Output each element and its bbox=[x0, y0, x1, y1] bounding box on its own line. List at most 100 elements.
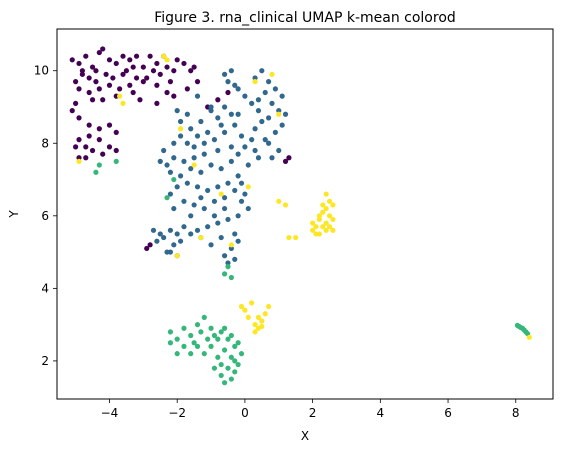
scatter-point bbox=[106, 82, 113, 88]
scatter-point bbox=[184, 111, 190, 117]
scatter-point bbox=[140, 79, 146, 85]
scatter-point bbox=[103, 71, 109, 77]
scatter-point bbox=[201, 140, 207, 146]
scatter-point bbox=[282, 202, 289, 208]
scatter-point bbox=[161, 147, 167, 154]
scatter-point bbox=[232, 122, 238, 128]
y-axis-label: Y bbox=[7, 210, 21, 219]
scatter-point bbox=[316, 213, 322, 219]
scatter-point bbox=[133, 75, 140, 81]
scatter-point bbox=[320, 202, 326, 208]
x-tick-label: 6 bbox=[444, 406, 452, 420]
scatter-point bbox=[282, 111, 289, 117]
scatter-point bbox=[205, 129, 211, 135]
scatter-point bbox=[188, 166, 194, 172]
scatter-point bbox=[184, 86, 190, 92]
scatter-point bbox=[201, 205, 207, 212]
plot-frame bbox=[56, 28, 554, 400]
scatter-point bbox=[188, 351, 194, 357]
scatter-point bbox=[130, 89, 136, 96]
y-axis-ticks: 2 4 6 8 10 bbox=[34, 64, 57, 368]
scatter-point bbox=[235, 340, 241, 346]
scatter-point bbox=[113, 129, 119, 135]
scatter-point bbox=[73, 100, 79, 106]
scatter-point bbox=[218, 122, 224, 128]
scatter-point bbox=[269, 71, 275, 77]
scatter-point bbox=[252, 329, 258, 335]
scatter-point bbox=[221, 271, 228, 277]
x-tick-label: −4 bbox=[101, 406, 119, 420]
scatter-point bbox=[194, 93, 201, 99]
scatter-point bbox=[164, 162, 170, 168]
scatter-point bbox=[286, 234, 292, 241]
x-tick-label: 8 bbox=[512, 406, 520, 420]
scatter-point bbox=[161, 53, 167, 59]
scatter-point bbox=[326, 213, 333, 219]
scatter-point bbox=[310, 227, 316, 233]
scatter-point bbox=[259, 323, 265, 330]
scatter-point bbox=[215, 115, 221, 121]
scatter-point bbox=[79, 68, 85, 74]
scatter-point bbox=[120, 71, 126, 77]
scatter-point bbox=[167, 340, 174, 346]
scatter-point bbox=[106, 57, 113, 63]
scatter-point bbox=[123, 68, 130, 74]
scatter-point bbox=[171, 140, 177, 146]
scatter-point bbox=[76, 86, 82, 92]
scatter-point bbox=[235, 86, 241, 92]
scatter-point bbox=[96, 162, 102, 168]
scatter-point bbox=[215, 147, 221, 154]
scatter-point bbox=[89, 97, 96, 103]
scatter-point bbox=[69, 108, 75, 114]
scatter-point bbox=[191, 162, 197, 168]
scatter-point bbox=[221, 205, 228, 212]
scatter-point bbox=[225, 260, 231, 266]
scatter-point bbox=[249, 137, 255, 143]
scatter-point bbox=[194, 227, 201, 233]
scatter-point bbox=[171, 68, 177, 74]
scatter-point bbox=[191, 202, 197, 208]
scatter-point bbox=[174, 231, 180, 237]
scatter-point bbox=[194, 322, 201, 328]
scatter-point bbox=[171, 93, 177, 99]
scatter-point bbox=[279, 122, 285, 128]
scatter-point bbox=[73, 79, 79, 85]
scatter-point bbox=[76, 137, 82, 143]
scatter-point bbox=[228, 242, 234, 248]
scatter-point bbox=[133, 53, 140, 59]
scatter-point bbox=[93, 68, 99, 74]
scatter-point bbox=[96, 126, 102, 132]
scatter-point bbox=[279, 93, 285, 99]
scatter-point bbox=[228, 144, 234, 150]
scatter-point bbox=[181, 158, 187, 164]
scatter-point bbox=[225, 79, 231, 85]
scatter-point bbox=[313, 231, 319, 237]
scatter-point bbox=[198, 195, 204, 201]
scatter-point bbox=[245, 184, 251, 190]
scatter-point bbox=[272, 86, 278, 92]
scatter-point bbox=[211, 213, 218, 219]
scatter-point bbox=[320, 224, 326, 230]
scatter-point bbox=[218, 234, 224, 241]
scatter-point bbox=[113, 60, 119, 67]
scatter-point bbox=[127, 57, 133, 63]
y-tick-label: 2 bbox=[41, 354, 49, 368]
scatter-point bbox=[232, 256, 238, 262]
scatter-point bbox=[221, 380, 228, 386]
scatter-point bbox=[100, 97, 106, 103]
scatter-point bbox=[323, 191, 329, 197]
scatter-point bbox=[177, 238, 184, 244]
scatter-point bbox=[225, 89, 231, 96]
scatter-point bbox=[208, 343, 214, 349]
y-tick-label: 4 bbox=[41, 281, 49, 295]
scatter-point bbox=[235, 361, 241, 368]
scatter-point bbox=[76, 158, 82, 164]
scatter-point bbox=[320, 209, 326, 215]
scatter-point bbox=[330, 216, 336, 223]
scatter-point bbox=[150, 68, 157, 74]
scatter-point bbox=[181, 343, 187, 349]
scatter-point bbox=[177, 126, 184, 132]
scatter-point bbox=[208, 104, 214, 110]
x-tick-label: 0 bbox=[241, 406, 249, 420]
